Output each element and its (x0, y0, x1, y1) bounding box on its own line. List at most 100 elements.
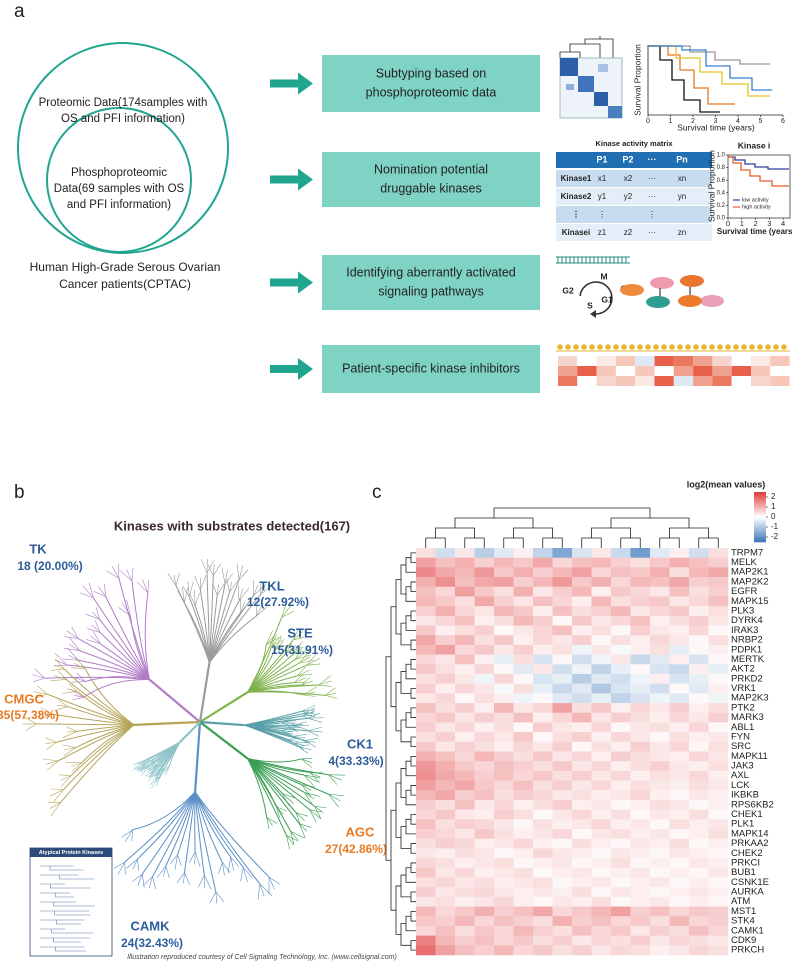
kinome-twig (303, 774, 319, 783)
kinome-branch (36, 723, 135, 726)
kinome-twig (141, 765, 150, 776)
heatmap-cell (611, 548, 631, 558)
dendrogram (493, 507, 651, 518)
row-label: MARK3 (731, 712, 764, 723)
heatmap-cell (513, 877, 534, 888)
heatmap-cell (513, 557, 534, 568)
heatmap-cell (552, 829, 573, 840)
kinome-twig (286, 835, 290, 850)
heatmap-cell (689, 548, 709, 558)
heatmap-cell (435, 867, 456, 878)
heatmap-cell (572, 799, 592, 810)
drug-dot (701, 344, 707, 350)
kinome-twig (142, 579, 149, 594)
y-axis-label: Survival Proportion (706, 150, 716, 222)
heatmap-cell (533, 596, 553, 607)
heatmap-cell (650, 548, 670, 558)
heatmap-cell (650, 829, 670, 840)
kinome-twig (259, 582, 262, 595)
kinome-twig (301, 709, 315, 712)
kinome-twig (297, 669, 311, 677)
heatmap-cell (689, 606, 709, 617)
row-label: JAK3 (731, 761, 754, 772)
legend-gradient (754, 520, 766, 523)
heatmap-cell (650, 635, 670, 646)
heatmap-cell (455, 780, 475, 791)
legend-gradient (754, 505, 766, 508)
inhibitor-cell (654, 366, 674, 376)
group-name: CMGC (4, 691, 44, 706)
heatmap-cell (494, 809, 514, 820)
kinome-branch (46, 693, 135, 726)
heatmap-cell (416, 683, 436, 694)
row-label: PDPK1 (731, 644, 762, 655)
heatmap-cell (689, 596, 709, 607)
kinome-twig (230, 856, 235, 871)
heatmap-cell (513, 741, 534, 752)
kinome-twig (145, 758, 155, 767)
heatmap-cell (611, 732, 631, 743)
heatmap-cell (416, 935, 436, 946)
legend-gradient (754, 517, 766, 519)
legend-gradient (754, 537, 766, 539)
heatmap-cell (591, 896, 612, 907)
heatmap-cell (552, 780, 573, 791)
kinome-twig (62, 658, 79, 661)
heatmap-cell (689, 673, 709, 684)
kinome-twig (302, 710, 315, 717)
heatmap-cell (650, 625, 670, 636)
panel-label: c (372, 482, 382, 503)
heatmap-cell (630, 741, 651, 752)
dendrogram (464, 537, 485, 548)
inhibitor-cell (712, 356, 732, 366)
kinome-twig (80, 592, 94, 599)
heatmap-cell (611, 673, 631, 684)
kinome-twig (141, 873, 145, 888)
heatmap-cell (474, 693, 495, 704)
kinome-twig (305, 737, 319, 741)
heatmap-cell (689, 567, 709, 578)
kinome-twig (184, 587, 188, 604)
dna-strand (556, 256, 630, 264)
heatmap-cell (669, 799, 690, 810)
heatmap-cell (669, 790, 690, 801)
heatmap-cell (416, 606, 436, 617)
heatmap-cell (708, 916, 729, 927)
kinome-branch (92, 597, 150, 680)
heatmap-cell (572, 548, 592, 558)
kinome-twig (301, 705, 316, 712)
heatmap-cell (455, 703, 475, 714)
heatmap-cell (533, 615, 553, 626)
kinome-twig (306, 657, 321, 666)
heatmap-cell (455, 848, 475, 859)
inhibitor-cell (693, 376, 713, 386)
kinome-twig (283, 716, 296, 722)
heatmap-cell (689, 935, 709, 946)
kinome-twig (299, 823, 306, 839)
inhibitor-cell (693, 366, 713, 376)
heatmap-cell (552, 761, 573, 772)
heatmap-cell (708, 799, 729, 810)
kinome-branch (63, 724, 135, 790)
kinome-twig (307, 717, 323, 723)
heatmap-cell (552, 548, 573, 558)
kinome-branch (57, 724, 135, 762)
kinome-branch (194, 791, 261, 885)
heatmap-cell (552, 557, 573, 568)
heatmap-cell (669, 761, 690, 772)
heatmap-cell (650, 858, 670, 869)
heatmap-cell (669, 673, 690, 684)
heatmap-cell (708, 751, 729, 762)
kinome-twig (174, 854, 178, 870)
kinome-twig (309, 772, 321, 783)
kinome-twig (62, 731, 78, 738)
heatmap-cell (552, 664, 573, 675)
heatmap-cell (650, 732, 670, 743)
kinome-twig (46, 760, 59, 771)
heatmap-cell (689, 867, 709, 878)
heatmap-cell (630, 896, 651, 907)
heatmap-cell (591, 625, 612, 636)
heatmap-cell (650, 683, 670, 694)
kinome-trunk (194, 721, 202, 792)
drug-dot (597, 344, 603, 350)
